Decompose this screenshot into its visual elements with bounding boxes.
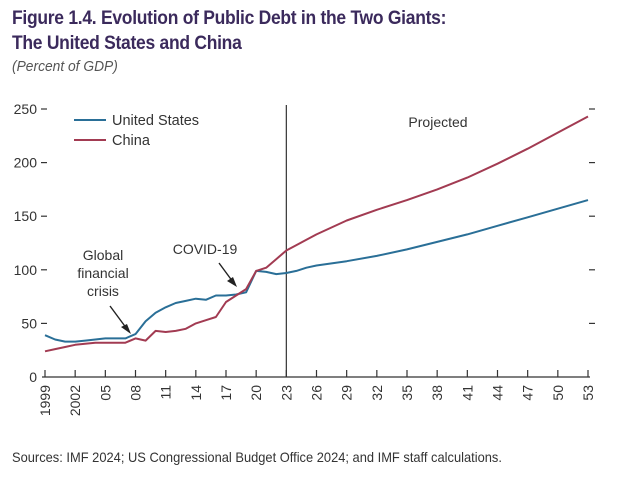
annotation-covid-arrowhead [227,277,237,287]
legend: United States China [74,113,199,149]
annotation-gfc-line: crisis [87,283,119,299]
annotation-gfc-line: Global [83,247,123,263]
x-tick-label: 1999 [37,385,53,416]
series-line-china [44,115,589,353]
annotations: Global financial crisis COVID-19 [77,241,237,334]
figure-title: Figure 1.4. Evolution of Public Debt in … [12,6,446,56]
figure-title-line2: The United States and China [12,33,242,54]
x-tick-label: 32 [369,385,385,401]
series-line-united-states [44,199,589,343]
x-tick-label: 38 [429,385,445,401]
y-tick-label: 200 [14,155,38,171]
x-tick-label: 20 [248,385,264,401]
annotation-covid: COVID-19 [173,241,238,257]
annotation-gfc-line: financial [77,265,128,281]
x-tick-label: 08 [128,385,144,401]
x-tick-label: 47 [520,385,536,401]
source-note: Sources: IMF 2024; US Congressional Budg… [12,449,502,465]
figure-title-line1: Figure 1.4. Evolution of Public Debt in … [12,8,447,29]
y-tick-label: 150 [14,208,38,224]
x-tick-label: 23 [278,385,294,401]
x-tick-label: 2002 [67,385,83,416]
figure-subtitle: (Percent of GDP) [12,58,118,75]
x-tick-label: 50 [550,385,566,401]
axes: 0 50 100 150 200 250 1999 2002 05 08 11 14 17 20 23 26 2… [14,101,596,416]
x-tick-label: 53 [580,385,596,401]
x-tick-label: 44 [490,385,506,401]
x-tick-label: 11 [158,385,174,400]
x-tick-label: 14 [188,385,204,401]
legend-label: United States [112,113,199,129]
y-tick-label: 0 [29,369,37,385]
x-tick-label: 05 [97,385,113,401]
y-tick-label: 50 [21,315,37,331]
x-tick-label: 26 [309,385,325,401]
x-tick-label: 35 [399,385,415,401]
projected-label: Projected [408,114,467,130]
annotation-gfc-arrowhead [121,324,131,334]
x-tick-label: 17 [218,385,234,401]
x-tick-label: 29 [339,385,355,401]
x-tick-label: 41 [459,385,475,401]
series-lines [44,115,589,353]
legend-label: China [112,133,151,149]
debt-line-chart: 0 50 100 150 200 250 1999 2002 05 08 11 14 17 20 23 26 2… [14,101,596,416]
y-tick-label: 100 [14,262,38,278]
y-tick-label: 250 [14,101,38,117]
annotation-gfc-arrow [109,305,128,330]
